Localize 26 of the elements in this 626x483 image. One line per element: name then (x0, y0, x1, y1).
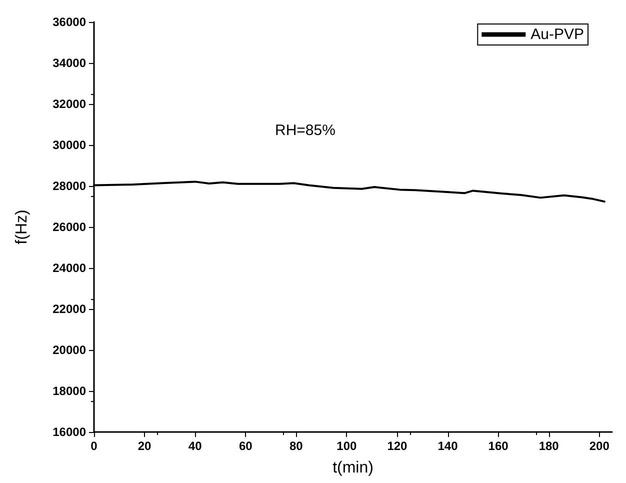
x-tick-label: 180 (538, 439, 560, 453)
x-tick-label: 40 (188, 439, 202, 453)
y-tick-label: 28000 (52, 179, 86, 193)
x-tick-label: 60 (238, 439, 253, 453)
y-tick-label: 18000 (52, 384, 86, 398)
y-axis-title: f(Hz) (14, 210, 30, 244)
x-tick-label: 20 (138, 439, 152, 453)
y-tick-label: 16000 (52, 425, 86, 439)
x-tick-label: 0 (90, 439, 98, 453)
x-tick-label: 80 (289, 439, 304, 453)
x-tick-label: 100 (336, 439, 358, 453)
x-tick-label: 120 (387, 439, 408, 453)
x-tick-label: 200 (589, 439, 610, 453)
x-tick-label: 140 (438, 439, 458, 453)
legend-label: Au-PVP (530, 26, 584, 43)
y-tick-label: 22000 (52, 302, 86, 316)
y-tick-label: 24000 (52, 261, 86, 275)
y-tick-label: 30000 (52, 138, 86, 152)
annotation: RH=85% (275, 122, 336, 139)
y-tick-label: 26000 (52, 220, 86, 234)
x-axis-title: t(min) (332, 460, 374, 476)
y-tick-label: 36000 (52, 15, 86, 29)
y-tick-label: 20000 (52, 343, 86, 357)
y-tick-label: 32000 (52, 97, 86, 111)
x-tick-label: 160 (488, 439, 509, 453)
y-tick-label: 34000 (52, 56, 86, 70)
